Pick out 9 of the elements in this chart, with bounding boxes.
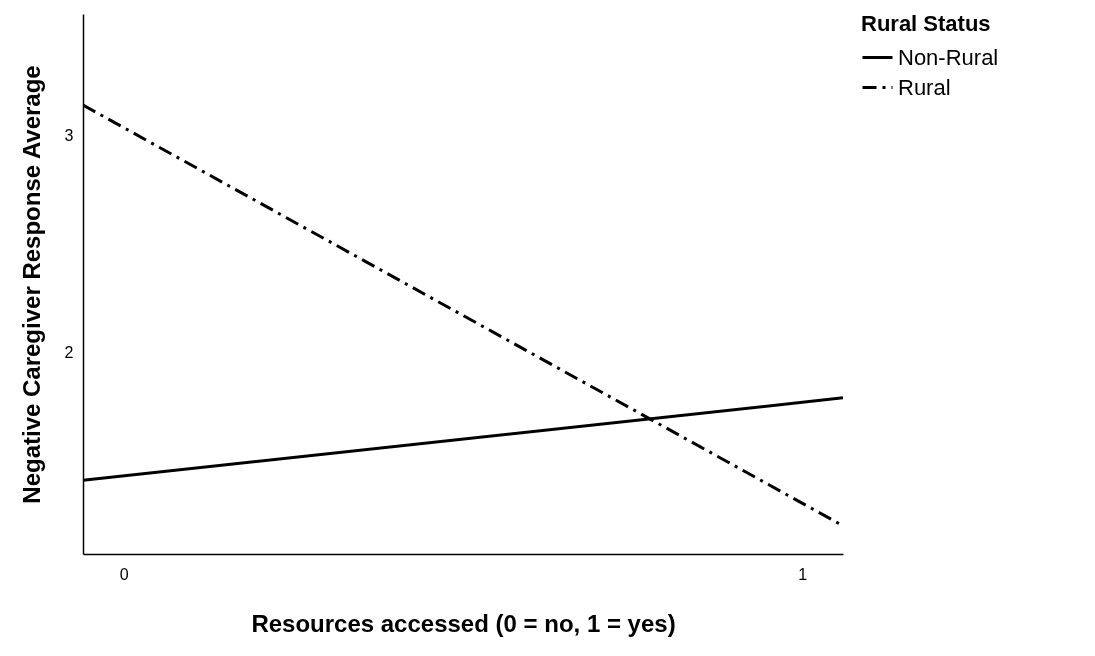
y-axis-title: Negative Caregiver Response Average	[17, 65, 45, 504]
y-tick-label: 3	[64, 126, 74, 144]
x-tick-label: 0	[119, 565, 129, 583]
legend-title: Rural Status	[861, 11, 991, 36]
x-tick-label: 1	[798, 565, 808, 583]
legend-label: Rural	[898, 74, 951, 100]
x-axis-title: Resources accessed (0 = no, 1 = yes)	[251, 609, 676, 637]
legend-label: Non-Rural	[898, 44, 999, 70]
y-tick-label: 2	[64, 343, 74, 361]
